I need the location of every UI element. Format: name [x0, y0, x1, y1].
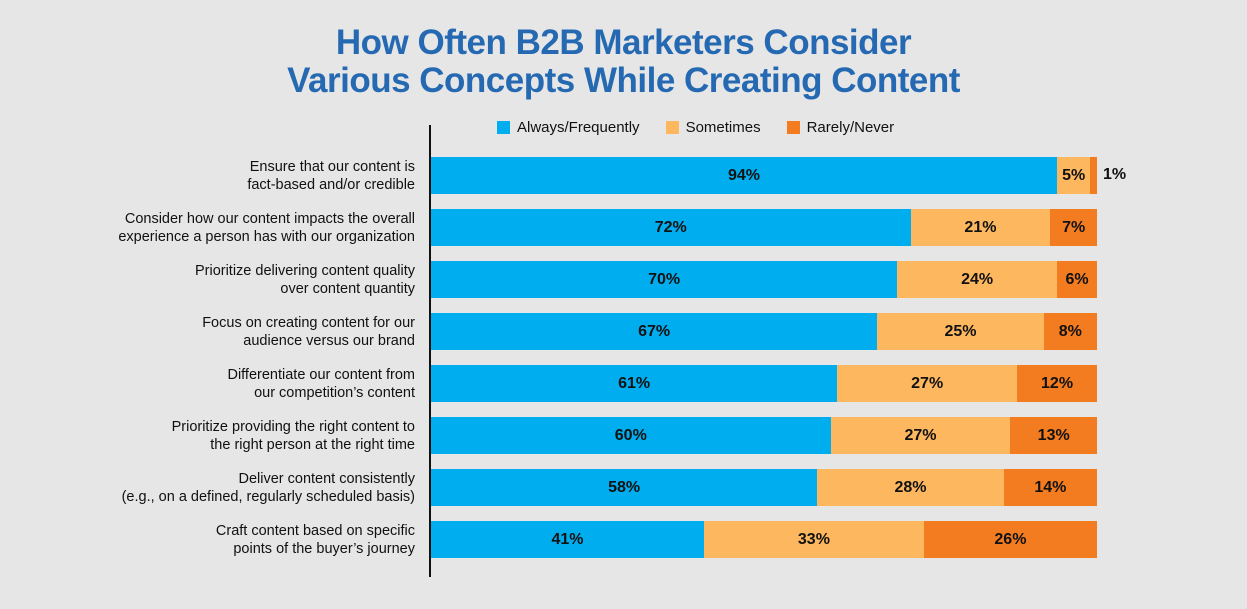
category-label: Prioritize providing the right content t… — [55, 418, 415, 454]
bar-segment: 41% — [431, 521, 705, 558]
legend-label: Sometimes — [685, 119, 761, 136]
data-label: 94% — [728, 166, 761, 184]
data-label: 41% — [551, 530, 584, 548]
bar-segment: 61% — [431, 365, 838, 402]
data-label: 12% — [1041, 374, 1074, 392]
category-label-line: (e.g., on a defined, regularly scheduled… — [121, 489, 415, 505]
chart-title: How Often B2B Marketers Consider Various… — [0, 24, 1247, 100]
data-label: 60% — [614, 426, 647, 444]
category-label-line: Prioritize delivering content quality — [194, 263, 415, 279]
bar-segment: 27% — [837, 365, 1018, 402]
bar-segment: 70% — [431, 261, 898, 298]
category-label-line: over content quantity — [280, 281, 415, 297]
bar-segment: 6% — [1057, 261, 1097, 298]
category-label-line: points of the buyer’s journey — [233, 541, 415, 557]
category-label-line: Consider how our content impacts the ove… — [124, 211, 415, 227]
category-label-line: Focus on creating content for our — [202, 315, 415, 331]
bar-segment: 72% — [431, 209, 911, 246]
legend: Always/Frequently Sometimes Rarely/Never — [497, 119, 894, 136]
bar-segment: 33% — [704, 521, 924, 558]
category-label-line: Differentiate our content from — [227, 367, 415, 383]
bar-segment: 25% — [877, 313, 1044, 350]
data-label: 7% — [1062, 218, 1086, 236]
category-label-line: Ensure that our content is — [249, 159, 415, 175]
data-label: 5% — [1062, 166, 1086, 184]
category-label-line: fact-based and/or credible — [247, 177, 415, 193]
data-label: 1% — [1103, 166, 1127, 183]
category-label: Focus on creating content for our audienc… — [55, 314, 415, 350]
data-label: 67% — [638, 322, 671, 340]
data-label: 14% — [1034, 478, 1067, 496]
bar-segment: 8% — [1043, 313, 1097, 350]
data-label: 70% — [648, 270, 681, 288]
bar-segment: 5% — [1057, 157, 1091, 194]
category-label-line: our competition’s content — [254, 385, 415, 401]
category-label-line: Deliver content consistently — [238, 471, 416, 487]
legend-swatch — [497, 121, 510, 134]
legend-item: Rarely/Never — [786, 119, 895, 136]
category-label: Prioritize delivering content quality ove… — [55, 262, 415, 298]
category-label: Differentiate our content from our compet… — [55, 366, 415, 402]
data-label: 27% — [911, 374, 944, 392]
bar-segment: 67% — [431, 313, 878, 350]
title-line-1: How Often B2B Marketers Consider — [335, 23, 912, 62]
bar-segment: 58% — [431, 469, 818, 506]
data-label: 61% — [618, 374, 651, 392]
data-label: 33% — [797, 530, 830, 548]
data-label: 8% — [1058, 322, 1082, 340]
legend-swatch — [665, 121, 679, 134]
category-label-line: the right person at the right time — [210, 437, 415, 453]
category-label-line: audience versus our brand — [243, 333, 415, 349]
data-label: 21% — [964, 218, 997, 236]
bar-segment: 24% — [897, 261, 1058, 298]
legend-label: Always/Frequently — [517, 119, 640, 136]
bar-segment: 27% — [830, 417, 1011, 454]
bar-segment — [1090, 157, 1097, 194]
legend-label: Rarely/Never — [806, 119, 895, 136]
data-label: 6% — [1065, 270, 1089, 288]
bar-segment: 28% — [817, 469, 1004, 506]
data-label: 13% — [1037, 426, 1070, 444]
category-label: Deliver content consistently (e.g., on a … — [55, 470, 415, 506]
bar-segment: 21% — [910, 209, 1051, 246]
category-label-line: experience a person has with our organiz… — [118, 229, 415, 245]
data-label: 72% — [654, 218, 687, 236]
bar-segment: 12% — [1017, 365, 1097, 402]
data-label: 27% — [904, 426, 937, 444]
category-label-line: Prioritize providing the right content t… — [171, 419, 415, 435]
category-label: Consider how our content impacts the ove… — [55, 210, 415, 246]
bar-segment: 14% — [1003, 469, 1097, 506]
legend-swatch — [786, 121, 800, 134]
category-label-line: Craft content based on specific — [215, 523, 415, 539]
data-label: 24% — [961, 270, 994, 288]
bar-segment: 94% — [431, 157, 1058, 194]
data-label: 26% — [994, 530, 1027, 548]
bar-segment: 26% — [923, 521, 1097, 558]
title-line-2: Various Concepts While Creating Content — [287, 61, 960, 100]
data-label: 58% — [608, 478, 641, 496]
legend-item: Always/Frequently — [497, 119, 640, 136]
bar-segment: 13% — [1010, 417, 1097, 454]
bar-segment: 60% — [431, 417, 831, 454]
data-label: 25% — [944, 322, 977, 340]
data-label: 28% — [894, 478, 927, 496]
legend-item: Sometimes — [665, 119, 761, 136]
y-axis-line — [429, 125, 431, 577]
bar-segment: 7% — [1050, 209, 1097, 246]
category-label: Craft content based on specific points of… — [55, 522, 415, 558]
category-label: Ensure that our content is fact-based and… — [55, 158, 415, 194]
